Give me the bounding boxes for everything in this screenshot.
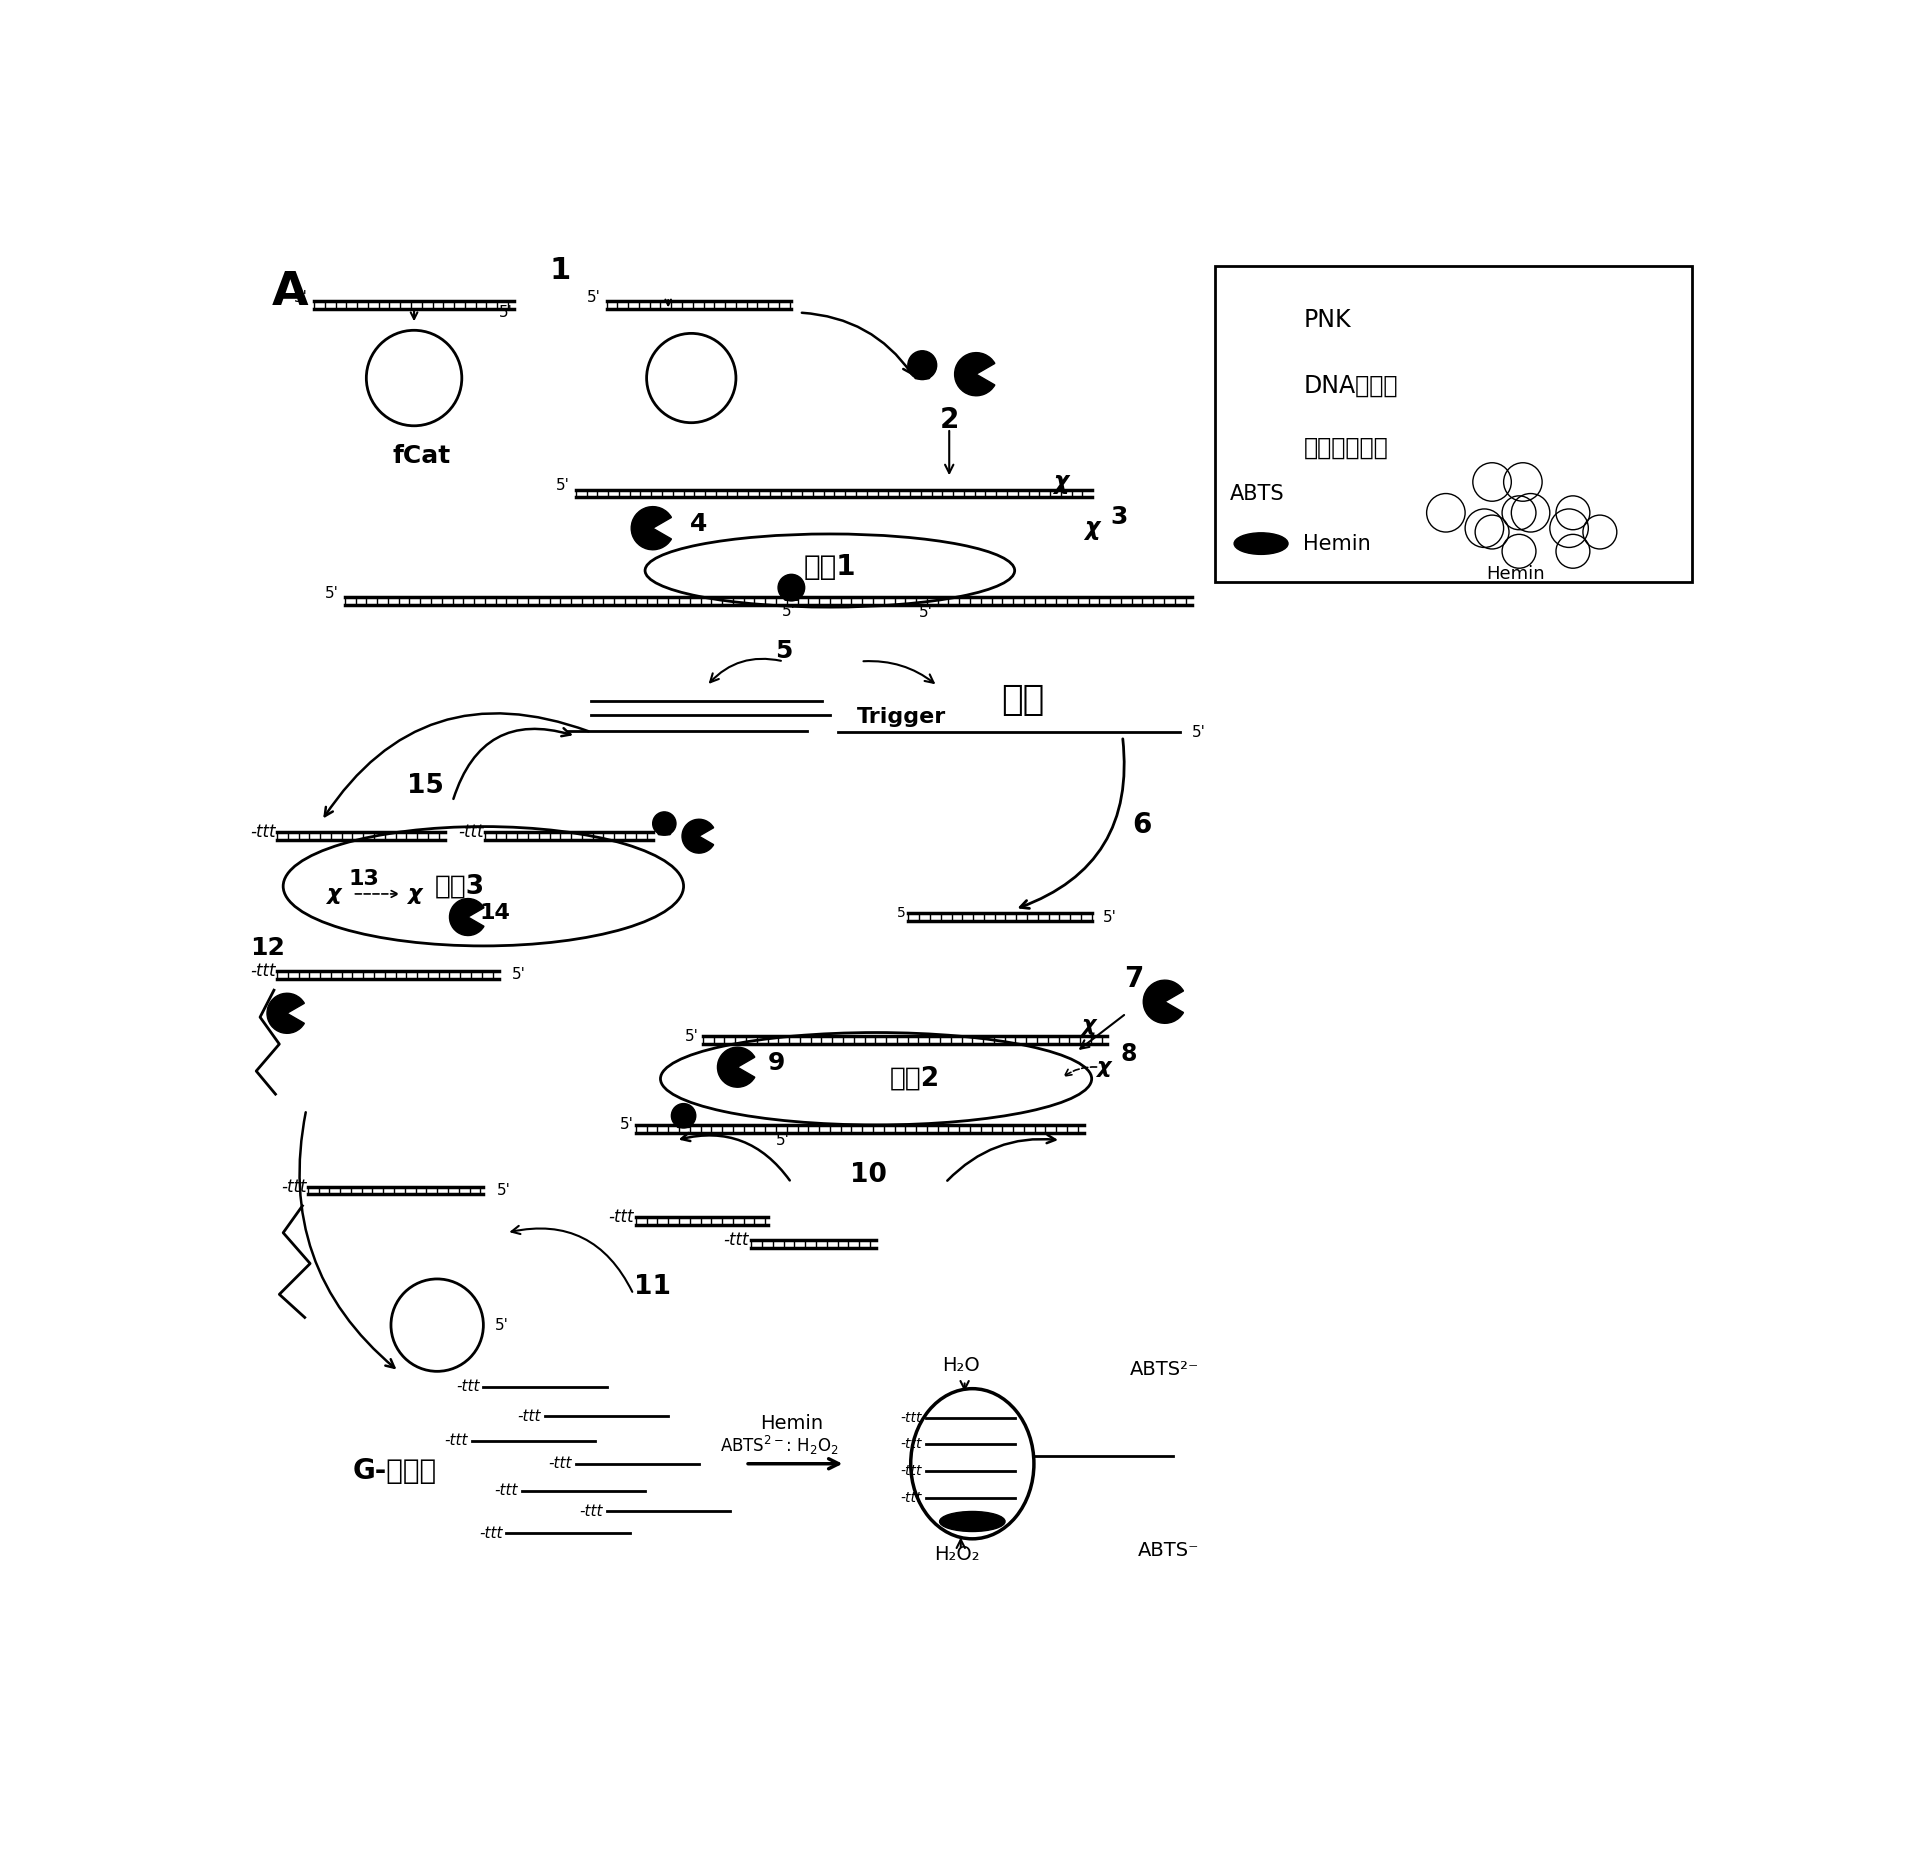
Text: 5': 5' <box>512 967 526 982</box>
Text: -ttt: -ttt <box>518 1408 541 1423</box>
Text: 5': 5' <box>620 1118 633 1133</box>
Text: G-四聚体: G-四聚体 <box>353 1456 438 1484</box>
Text: χ: χ <box>1080 1016 1096 1034</box>
Text: χ: χ <box>1251 433 1270 461</box>
Text: -ttt: -ttt <box>495 1482 518 1497</box>
Text: 6: 6 <box>1132 810 1151 838</box>
Text: 12: 12 <box>249 935 286 960</box>
Text: 10: 10 <box>850 1161 887 1187</box>
Text: -ttt: -ttt <box>900 1411 923 1425</box>
Wedge shape <box>449 898 484 935</box>
Text: ABTS: ABTS <box>1230 484 1286 504</box>
Ellipse shape <box>940 1512 1006 1531</box>
Text: 5': 5' <box>783 603 796 618</box>
Text: 5': 5' <box>499 304 512 319</box>
Wedge shape <box>954 353 994 396</box>
Text: 2: 2 <box>940 407 960 435</box>
Text: -ttt: -ttt <box>249 823 276 842</box>
Text: -ttt: -ttt <box>900 1492 923 1505</box>
Text: 5': 5' <box>294 289 307 304</box>
Ellipse shape <box>1234 532 1288 554</box>
Text: 5': 5' <box>1103 909 1117 924</box>
Text: 限制性内切酶: 限制性内切酶 <box>1303 435 1387 459</box>
Text: 循环1: 循环1 <box>804 553 856 581</box>
Text: 13: 13 <box>349 868 380 889</box>
Text: 循环3: 循环3 <box>436 874 486 900</box>
Text: PNK: PNK <box>1303 308 1351 332</box>
Text: 4: 4 <box>691 512 708 536</box>
Text: 5': 5' <box>497 1184 510 1199</box>
Text: -ttt: -ttt <box>549 1456 572 1471</box>
Text: 5': 5' <box>557 478 570 493</box>
Text: 5': 5' <box>1192 724 1205 739</box>
Text: 5: 5 <box>775 639 793 663</box>
Text: 5': 5' <box>919 605 933 620</box>
Text: DNA聚合酶: DNA聚合酶 <box>1303 373 1397 398</box>
Text: A: A <box>272 271 309 316</box>
Circle shape <box>1247 299 1274 325</box>
Text: χ: χ <box>1054 470 1069 495</box>
Text: 7: 7 <box>1125 965 1144 993</box>
Circle shape <box>908 351 936 379</box>
Text: 5': 5' <box>324 586 338 601</box>
FancyBboxPatch shape <box>1253 310 1268 325</box>
Text: 5': 5' <box>685 1029 699 1044</box>
Text: 11: 11 <box>635 1273 672 1299</box>
Text: H₂O₂: H₂O₂ <box>935 1546 981 1565</box>
Text: ABTS$^{2-}$: H$_2$O$_2$: ABTS$^{2-}$: H$_2$O$_2$ <box>720 1434 839 1456</box>
Text: 9: 9 <box>768 1051 785 1075</box>
Wedge shape <box>267 993 305 1032</box>
Text: 5': 5' <box>775 1133 791 1148</box>
Wedge shape <box>631 506 672 549</box>
Text: -ttt: -ttt <box>580 1505 603 1520</box>
Text: ABTS²⁻: ABTS²⁻ <box>1130 1361 1199 1380</box>
Text: fCat: fCat <box>393 444 451 469</box>
Text: -ttt: -ttt <box>608 1208 633 1227</box>
Text: 5: 5 <box>896 905 906 920</box>
Wedge shape <box>718 1047 754 1087</box>
Wedge shape <box>681 820 714 853</box>
Text: -ttt: -ttt <box>249 962 276 980</box>
Text: χ: χ <box>1084 515 1100 540</box>
Text: -ttt: -ttt <box>280 1178 307 1195</box>
Text: -ttt: -ttt <box>459 823 484 842</box>
Text: H₂O: H₂O <box>942 1355 979 1376</box>
Text: ABTS⁻: ABTS⁻ <box>1138 1540 1199 1561</box>
Text: 循环2: 循环2 <box>890 1066 940 1092</box>
Text: 探针: 探针 <box>1000 683 1044 717</box>
Circle shape <box>672 1103 697 1128</box>
FancyBboxPatch shape <box>677 1113 691 1128</box>
Text: χ: χ <box>407 883 422 904</box>
Text: -ttt: -ttt <box>900 1438 923 1451</box>
Text: 8: 8 <box>1121 1042 1136 1066</box>
Text: Trigger: Trigger <box>856 708 946 726</box>
Text: 15: 15 <box>407 773 443 799</box>
Text: -ttt: -ttt <box>480 1525 503 1540</box>
Wedge shape <box>1242 366 1278 405</box>
FancyBboxPatch shape <box>1215 267 1693 583</box>
Text: 14: 14 <box>480 904 510 922</box>
Text: 3: 3 <box>1109 504 1126 528</box>
Circle shape <box>777 575 804 601</box>
Text: 5': 5' <box>495 1318 509 1333</box>
Text: -ttt: -ttt <box>900 1464 923 1479</box>
FancyBboxPatch shape <box>658 821 672 835</box>
Text: -ttt: -ttt <box>445 1434 468 1449</box>
Circle shape <box>652 812 675 835</box>
Text: Hemin: Hemin <box>1485 566 1545 583</box>
Text: 1: 1 <box>549 256 572 286</box>
Wedge shape <box>1144 980 1184 1023</box>
Text: χ: χ <box>1096 1057 1111 1077</box>
Text: Hemin: Hemin <box>760 1413 823 1434</box>
Text: -ttt: -ttt <box>723 1232 748 1249</box>
Text: -ttt: -ttt <box>457 1380 480 1395</box>
Text: 5': 5' <box>587 289 601 304</box>
Text: χ: χ <box>326 883 340 904</box>
Text: Hemin: Hemin <box>1303 534 1372 554</box>
FancyBboxPatch shape <box>785 584 798 601</box>
FancyBboxPatch shape <box>915 362 931 379</box>
